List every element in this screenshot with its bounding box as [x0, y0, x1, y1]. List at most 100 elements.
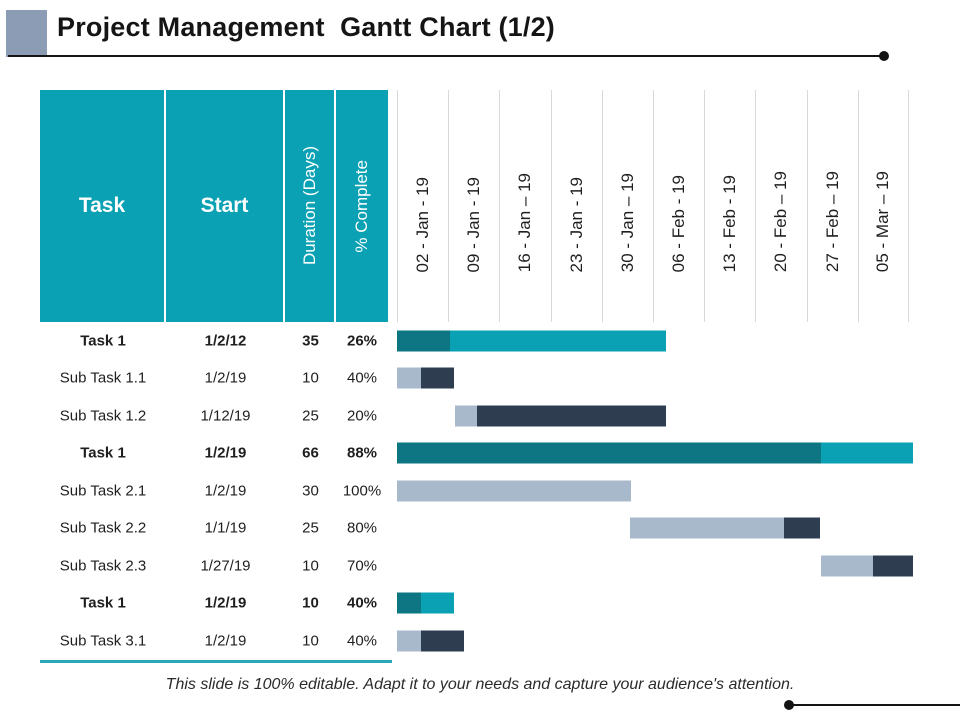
- gantt-row: Task 1 1/2/19 10 40%: [0, 585, 960, 623]
- table-header: Task Start Duration (Days) % Complete: [40, 90, 388, 322]
- timeline-date-column: 09 - Jan - 19: [448, 90, 499, 322]
- column-header-percent: % Complete: [336, 90, 388, 322]
- task-name-cell: Sub Task 2.1: [59, 482, 147, 500]
- gantt-bar-segment-remaining: [477, 405, 666, 427]
- percent-complete-cell: 40%: [346, 369, 378, 387]
- gantt-rows: Task 1 1/2/12 35 26% Sub Task 1.1 1/2/19 10 40%…: [0, 322, 960, 660]
- gantt-bar: [397, 592, 454, 614]
- duration-cell: 10: [302, 594, 319, 612]
- column-header-task: Task: [40, 90, 166, 322]
- column-header-percent-label: % Complete: [352, 159, 371, 253]
- gantt-bar-segment-remaining: [873, 555, 913, 577]
- gantt-bar-segment-complete: [397, 330, 450, 352]
- gantt-row: Sub Task 2.2 1/1/19 25 80%: [0, 510, 960, 548]
- timeline-date-label: 02 - Jan - 19: [413, 176, 433, 272]
- task-name-cell: Sub Task 3.1: [59, 632, 147, 650]
- start-date-cell: 1/27/19: [200, 557, 251, 575]
- gantt-bar: [455, 405, 666, 427]
- column-header-start-label: Start: [200, 194, 249, 217]
- gantt-bar: [397, 480, 631, 502]
- percent-complete-cell: 80%: [346, 519, 378, 537]
- timeline-header: 02 - Jan - 19 09 - Jan - 19 16 - Jan – 19 2…: [397, 90, 909, 322]
- timeline-date-label: 09 - Jan - 19: [464, 176, 484, 272]
- gantt-bar-segment-complete: [397, 630, 421, 652]
- gantt-bar-segment-remaining: [421, 630, 464, 652]
- gantt-bar: [397, 442, 913, 464]
- gantt-bar: [397, 630, 464, 652]
- gantt-bar-segment-remaining: [421, 367, 454, 389]
- timeline-date-label: 06 - Feb - 19: [669, 174, 689, 272]
- start-date-cell: 1/2/19: [204, 369, 247, 387]
- start-date-cell: 1/1/19: [204, 519, 247, 537]
- start-date-cell: 1/2/19: [204, 444, 247, 462]
- gantt-bar-segment-complete: [630, 517, 784, 539]
- timeline-date-column: 02 - Jan - 19: [397, 90, 448, 322]
- start-date-cell: 1/2/19: [204, 482, 247, 500]
- gantt-bar-segment-complete: [397, 367, 421, 389]
- gantt-row: Task 1 1/2/12 35 26%: [0, 322, 960, 360]
- timeline-date-label: 13 - Feb - 19: [720, 174, 740, 272]
- gantt-bar-segment-complete: [397, 592, 421, 614]
- column-header-duration: Duration (Days): [285, 90, 336, 322]
- gantt-row: Sub Task 1.1 1/2/19 10 40%: [0, 360, 960, 398]
- start-date-cell: 1/2/12: [204, 332, 247, 350]
- timeline-date-label: 05 - Mar – 19: [873, 170, 893, 272]
- gantt-bar-segment-remaining: [421, 592, 454, 614]
- task-name-cell: Sub Task 2.2: [59, 519, 147, 537]
- task-name-cell: Sub Task 1.2: [59, 407, 147, 425]
- gantt-bar: [630, 517, 820, 539]
- timeline-date-label: 23 - Jan - 19: [566, 176, 586, 272]
- timeline-date-label: 20 - Feb – 19: [771, 170, 791, 272]
- footer-rule-start-dot: [784, 700, 794, 710]
- timeline-date-column: 27 - Feb – 19: [806, 90, 858, 322]
- gantt-row: Sub Task 3.1 1/2/19 10 40%: [0, 622, 960, 660]
- timeline-date-column: 30 - Jan – 19: [601, 90, 653, 322]
- percent-complete-cell: 100%: [342, 482, 382, 500]
- gantt-bar-segment-remaining: [821, 442, 913, 464]
- gantt-bar: [397, 367, 454, 389]
- task-name-cell: Task 1: [80, 594, 126, 612]
- percent-complete-cell: 88%: [346, 444, 378, 462]
- gantt-bar-segment-remaining: [450, 330, 666, 352]
- task-name-cell: Task 1: [80, 444, 126, 462]
- gantt-row: Sub Task 2.3 1/27/19 10 70%: [0, 547, 960, 585]
- gantt-row: Task 1 1/2/19 66 88%: [0, 435, 960, 473]
- timeline-date-column: 05 - Mar – 19: [857, 90, 909, 322]
- title-rule-end-dot: [879, 51, 889, 61]
- column-header-task-label: Task: [78, 194, 126, 217]
- percent-complete-cell: 40%: [346, 632, 378, 650]
- gantt-bar-segment-complete: [397, 442, 821, 464]
- duration-cell: 25: [302, 407, 319, 425]
- duration-cell: 66: [302, 444, 319, 462]
- timeline-date-label: 27 - Feb – 19: [822, 170, 842, 272]
- timeline-date-column: 16 - Jan – 19: [499, 90, 550, 322]
- column-header-start: Start: [166, 90, 285, 322]
- gantt-row: Sub Task 2.1 1/2/19 30 100%: [0, 472, 960, 510]
- duration-cell: 10: [302, 632, 319, 650]
- title-underline-rule: [8, 55, 880, 57]
- percent-complete-cell: 40%: [346, 594, 378, 612]
- timeline-date-column: 06 - Feb - 19: [652, 90, 704, 322]
- gantt-bar-segment-complete: [397, 480, 631, 502]
- task-name-cell: Sub Task 1.1: [59, 369, 147, 387]
- timeline-date-label: 16 - Jan – 19: [515, 172, 535, 272]
- gantt-bar-segment-remaining: [784, 517, 820, 539]
- gantt-bar: [821, 555, 913, 577]
- percent-complete-cell: 20%: [346, 407, 378, 425]
- footer-rule: [792, 704, 960, 706]
- timeline-date-column: 23 - Jan - 19: [550, 90, 602, 322]
- duration-cell: 10: [302, 557, 319, 575]
- start-date-cell: 1/12/19: [200, 407, 251, 425]
- column-header-duration-label: Duration (Days): [299, 146, 319, 266]
- task-name-cell: Task 1: [80, 332, 126, 350]
- duration-cell: 35: [302, 332, 319, 350]
- timeline-date-column: 20 - Feb – 19: [755, 90, 806, 322]
- gantt-bar: [397, 330, 666, 352]
- duration-cell: 25: [302, 519, 319, 537]
- start-date-cell: 1/2/19: [204, 632, 247, 650]
- duration-cell: 10: [302, 369, 319, 387]
- accent-square: [6, 10, 47, 57]
- percent-complete-cell: 70%: [346, 557, 378, 575]
- slide-title: Project Management Gantt Chart (1/2): [57, 12, 555, 42]
- timeline-date-label: 30 - Jan – 19: [617, 172, 637, 272]
